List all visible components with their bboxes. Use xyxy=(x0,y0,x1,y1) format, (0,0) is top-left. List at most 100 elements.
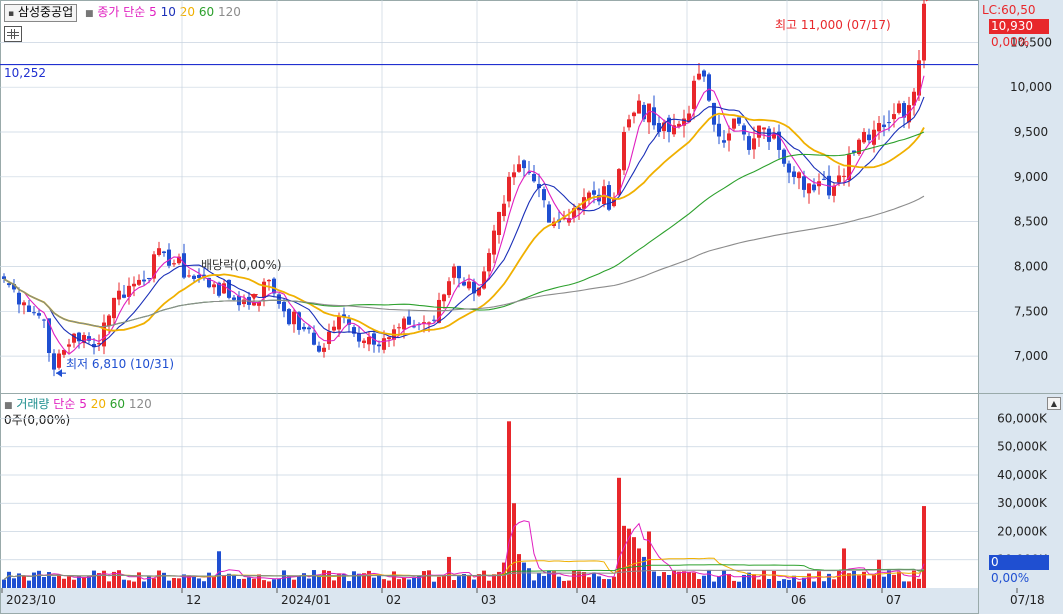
candle-body xyxy=(147,278,151,280)
volume-bar xyxy=(722,570,726,588)
volume-bar xyxy=(712,581,716,588)
volume-bar xyxy=(482,570,486,588)
volume-bar xyxy=(862,571,866,588)
candle-body xyxy=(72,333,76,343)
candle-body xyxy=(527,171,531,174)
ma-period-20: 20 xyxy=(179,5,196,19)
volume-ma-60: 60 xyxy=(109,397,126,411)
stock-name-box[interactable]: ▪ 삼성중공업 xyxy=(4,4,78,22)
candle-body xyxy=(262,281,266,299)
candle-body xyxy=(162,251,166,254)
volume-bar xyxy=(812,581,816,588)
candle-body xyxy=(102,322,106,347)
volume-bar xyxy=(202,581,206,588)
volume-bar xyxy=(212,575,216,588)
volume-bar xyxy=(27,580,31,588)
volume-bar xyxy=(407,579,411,588)
candle-body xyxy=(512,172,516,178)
candle-body xyxy=(517,164,521,172)
volume-tick-label: 50,000K xyxy=(997,440,1048,454)
candle-body xyxy=(912,91,916,106)
candle-body xyxy=(487,253,491,272)
volume-bar xyxy=(737,581,741,588)
candle-body xyxy=(662,122,666,132)
candle-body xyxy=(492,230,496,255)
candle-body xyxy=(412,326,416,328)
table-grid-icon[interactable] xyxy=(4,26,22,42)
candle-body xyxy=(197,274,201,278)
candle-body xyxy=(772,134,776,139)
candle-body xyxy=(212,284,216,288)
current-volume-change: 0,00% xyxy=(991,571,1030,585)
candle-body xyxy=(332,326,336,331)
volume-bar xyxy=(117,570,121,588)
volume-bar xyxy=(552,571,556,588)
reference-value-label: 10,252 xyxy=(4,66,46,80)
volume-bar xyxy=(612,576,616,588)
volume-bar xyxy=(87,576,91,588)
candle-body xyxy=(902,103,906,118)
volume-bar xyxy=(887,570,891,588)
volume-bar xyxy=(537,573,541,588)
candle-body xyxy=(187,275,191,277)
dividend-annotation: 배당락(0,00%) xyxy=(201,258,282,272)
volume-bar xyxy=(532,580,536,588)
volume-bar xyxy=(107,581,111,588)
volume-bar xyxy=(12,578,16,588)
candle-body xyxy=(317,345,321,352)
high-annotation: 최고 11,000 (07/17) xyxy=(775,18,891,32)
legend-square-icon: ■ xyxy=(4,401,13,411)
volume-bar xyxy=(382,579,386,588)
ma-period-120: 120 xyxy=(217,5,241,19)
candle-body xyxy=(312,332,316,345)
price-tick-label: 10,000 xyxy=(1010,80,1052,94)
panel-maximize-icon[interactable]: ▲ xyxy=(1047,397,1061,410)
candle-body xyxy=(92,344,96,348)
candle-body xyxy=(352,327,356,334)
candle-body xyxy=(767,128,771,142)
candle-body xyxy=(442,294,446,302)
candle-body xyxy=(737,117,741,124)
volume-bar xyxy=(392,571,396,588)
volume-tick-label: 20,000K xyxy=(997,524,1048,538)
volume-bar xyxy=(707,570,711,588)
candle-body xyxy=(177,256,181,264)
volume-bar xyxy=(792,575,796,588)
volume-bar xyxy=(237,579,241,588)
volume-bar xyxy=(717,576,721,588)
volume-bar xyxy=(317,576,321,588)
volume-bar xyxy=(857,575,861,588)
volume-bar xyxy=(417,575,421,588)
volume-bar xyxy=(242,578,246,588)
volume-bar xyxy=(227,573,231,588)
volume-bar xyxy=(557,576,561,588)
price-legend: ▪ 삼성중공업 ■ 종가 단순 5 10 20 60 120 xyxy=(4,4,241,22)
volume-bar xyxy=(822,581,826,588)
volume-bar xyxy=(847,573,851,588)
volume-bar xyxy=(582,572,586,588)
time-tick-label: 2024/01 xyxy=(281,593,331,607)
candle-body xyxy=(172,263,176,265)
volume-bar xyxy=(767,578,771,588)
candle-body xyxy=(917,60,921,96)
volume-ma-20: 20 xyxy=(90,397,106,411)
ma-20-line xyxy=(3,112,925,336)
volume-bar xyxy=(912,570,916,588)
candle-body xyxy=(322,347,326,352)
candle-body xyxy=(682,118,686,126)
volume-bar xyxy=(122,579,126,588)
price-tick-label: 10,500 xyxy=(1010,35,1052,49)
time-tick-label: 03 xyxy=(481,593,496,607)
volume-bar xyxy=(567,580,571,588)
candle-body xyxy=(842,175,846,177)
candle-body xyxy=(47,318,51,354)
volume-bar xyxy=(207,572,211,588)
volume-bar xyxy=(132,581,136,588)
volume-bar xyxy=(477,574,481,588)
time-tick-label: 04 xyxy=(581,593,596,607)
price-tick-label: 9,000 xyxy=(1014,170,1048,184)
volume-bar xyxy=(352,571,356,588)
volume-bar xyxy=(627,528,631,588)
